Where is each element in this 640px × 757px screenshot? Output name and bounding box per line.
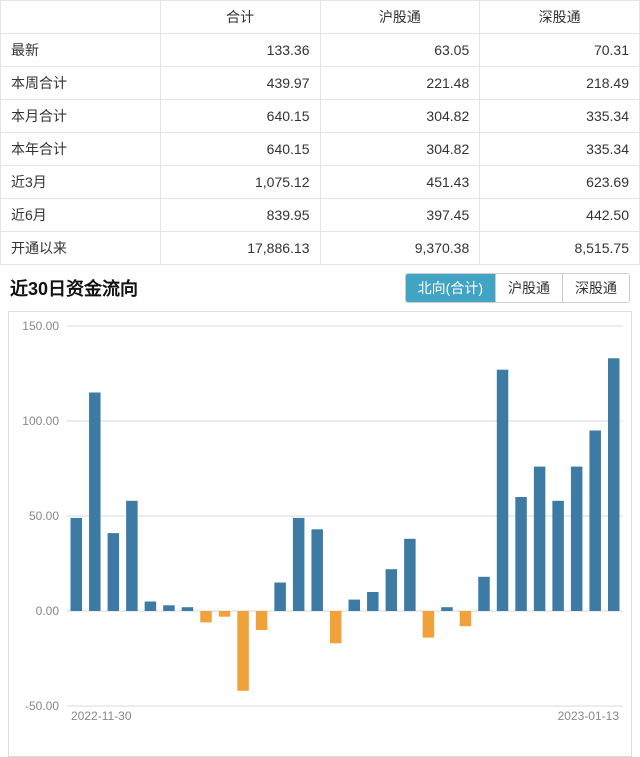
table-row: 近6月839.95397.45442.50 xyxy=(1,199,640,232)
bar xyxy=(71,518,82,611)
table-cell: 133.36 xyxy=(160,34,320,67)
bar xyxy=(256,611,267,630)
y-axis-label: 150.00 xyxy=(22,319,59,333)
table-cell: 8,515.75 xyxy=(480,232,640,265)
table-cell: 1,075.12 xyxy=(160,166,320,199)
table-cell: 221.48 xyxy=(320,67,480,100)
table-row: 本月合计640.15304.82335.34 xyxy=(1,100,640,133)
table-cell: 442.50 xyxy=(480,199,640,232)
chart-container: -50.00 0.00 50.00 100.00 150.00 2022-11-30 202… xyxy=(8,311,632,757)
table-cell: 439.97 xyxy=(160,67,320,100)
bar xyxy=(497,370,508,611)
table-cell: 9,370.38 xyxy=(320,232,480,265)
bar xyxy=(274,583,285,612)
bar xyxy=(108,533,119,611)
table-cell: 335.34 xyxy=(480,100,640,133)
table-cell: 839.95 xyxy=(160,199,320,232)
bar xyxy=(460,611,471,626)
bar xyxy=(515,497,526,611)
bar xyxy=(423,611,434,638)
bar xyxy=(219,611,230,617)
y-axis-label: 0.00 xyxy=(36,604,60,618)
tab-group: 北向(合计)沪股通深股通 xyxy=(405,273,630,303)
table-cell: 335.34 xyxy=(480,133,640,166)
table-cell: 640.15 xyxy=(160,133,320,166)
table-row: 开通以来17,886.139,370.388,515.75 xyxy=(1,232,640,265)
table-cell: 304.82 xyxy=(320,133,480,166)
bar xyxy=(386,569,397,611)
bar xyxy=(367,592,378,611)
table-header-cell: 合计 xyxy=(160,1,320,34)
bar xyxy=(552,501,563,611)
table-cell: 近3月 xyxy=(1,166,161,199)
table-row: 本周合计439.97221.48218.49 xyxy=(1,67,640,100)
table-cell: 218.49 xyxy=(480,67,640,100)
bar xyxy=(478,577,489,611)
bar xyxy=(534,467,545,611)
y-axis-label: 100.00 xyxy=(22,414,59,428)
y-axis-label: -50.00 xyxy=(25,699,59,713)
table-header-cell: 沪股通 xyxy=(320,1,480,34)
bar xyxy=(404,539,415,611)
bar xyxy=(237,611,248,691)
y-axis-label: 50.00 xyxy=(29,509,59,523)
section-header: 近30日资金流向 北向(合计)沪股通深股通 xyxy=(0,265,640,305)
table-header-cell: 深股通 xyxy=(480,1,640,34)
table-cell: 开通以来 xyxy=(1,232,161,265)
bar xyxy=(145,602,156,612)
table-row: 本年合计640.15304.82335.34 xyxy=(1,133,640,166)
table-cell: 623.69 xyxy=(480,166,640,199)
table-cell: 近6月 xyxy=(1,199,161,232)
tab-深股通[interactable]: 深股通 xyxy=(562,274,629,302)
table-cell: 17,886.13 xyxy=(160,232,320,265)
table-row: 最新133.3663.0570.31 xyxy=(1,34,640,67)
bar xyxy=(126,501,137,611)
table-cell: 70.31 xyxy=(480,34,640,67)
bar xyxy=(571,467,582,611)
bar xyxy=(441,607,452,611)
table-cell: 451.43 xyxy=(320,166,480,199)
table-cell: 304.82 xyxy=(320,100,480,133)
x-axis-label-left: 2022-11-30 xyxy=(71,709,132,723)
tab-沪股通[interactable]: 沪股通 xyxy=(495,274,562,302)
bar xyxy=(163,605,174,611)
bar xyxy=(349,600,360,611)
bar xyxy=(589,431,600,612)
table-cell: 本周合计 xyxy=(1,67,161,100)
table-cell: 640.15 xyxy=(160,100,320,133)
table-row: 近3月1,075.12451.43623.69 xyxy=(1,166,640,199)
bar xyxy=(293,518,304,611)
bar xyxy=(182,607,193,611)
tab-北向(合计)[interactable]: 北向(合计) xyxy=(406,274,495,302)
capital-flow-chart: -50.00 0.00 50.00 100.00 150.00 2022-11-30 202… xyxy=(9,316,629,756)
table-cell: 本年合计 xyxy=(1,133,161,166)
table-cell: 本月合计 xyxy=(1,100,161,133)
bar xyxy=(200,611,211,622)
table-cell: 63.05 xyxy=(320,34,480,67)
bar xyxy=(330,611,341,643)
bar xyxy=(89,393,100,612)
table-header-cell xyxy=(1,1,161,34)
table-cell: 397.45 xyxy=(320,199,480,232)
section-title: 近30日资金流向 xyxy=(10,275,138,301)
summary-table: 合计沪股通深股通 最新133.3663.0570.31本周合计439.97221… xyxy=(0,0,640,265)
bar xyxy=(608,358,619,611)
table-cell: 最新 xyxy=(1,34,161,67)
x-axis-label-right: 2023-01-13 xyxy=(558,709,620,723)
bar xyxy=(311,529,322,611)
